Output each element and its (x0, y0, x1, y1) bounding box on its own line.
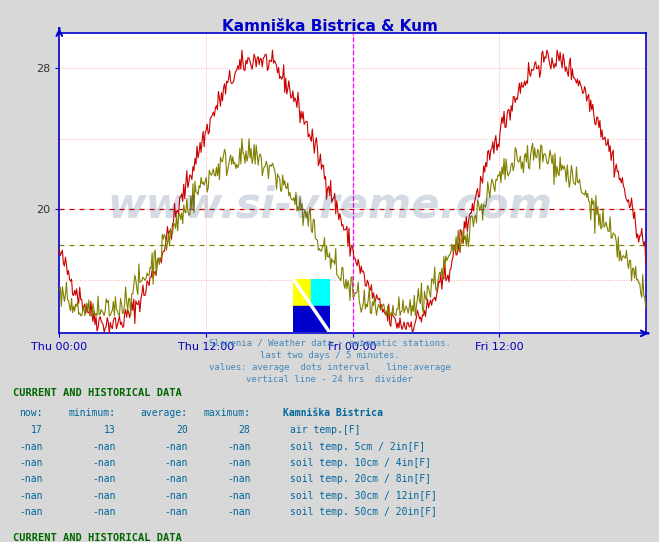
Text: soil temp. 50cm / 20in[F]: soil temp. 50cm / 20in[F] (290, 507, 437, 517)
Text: -nan: -nan (227, 442, 250, 451)
Text: 20: 20 (176, 425, 188, 435)
Text: air temp.[F]: air temp.[F] (290, 425, 360, 435)
Text: 17: 17 (31, 425, 43, 435)
Text: -nan: -nan (19, 474, 43, 484)
Text: vertical line - 24 hrs  divider: vertical line - 24 hrs divider (246, 375, 413, 384)
Text: soil temp. 20cm / 8in[F]: soil temp. 20cm / 8in[F] (290, 474, 431, 484)
Text: -nan: -nan (19, 458, 43, 468)
Bar (293, 306, 330, 332)
Text: CURRENT AND HISTORICAL DATA: CURRENT AND HISTORICAL DATA (13, 533, 182, 542)
Text: Kamniška Bistrica: Kamniška Bistrica (283, 408, 384, 418)
Text: -nan: -nan (164, 442, 188, 451)
Text: -nan: -nan (164, 458, 188, 468)
Text: average:: average: (141, 408, 188, 418)
Text: -nan: -nan (19, 507, 43, 517)
Text: now:: now: (19, 408, 43, 418)
Text: soil temp. 10cm / 4in[F]: soil temp. 10cm / 4in[F] (290, 458, 431, 468)
Text: -nan: -nan (92, 458, 115, 468)
Text: Slovenia / Weather data - automatic stations.: Slovenia / Weather data - automatic stat… (208, 339, 451, 348)
Text: values: average  dots interval   line:average: values: average dots interval line:avera… (208, 363, 451, 372)
Text: -nan: -nan (227, 474, 250, 484)
Text: -nan: -nan (92, 491, 115, 500)
Text: -nan: -nan (92, 442, 115, 451)
Text: Kamniška Bistrica & Kum: Kamniška Bistrica & Kum (221, 19, 438, 34)
Text: -nan: -nan (227, 491, 250, 500)
Text: -nan: -nan (92, 474, 115, 484)
Text: -nan: -nan (227, 458, 250, 468)
Text: -nan: -nan (19, 442, 43, 451)
Text: -nan: -nan (92, 507, 115, 517)
Bar (293, 279, 312, 306)
Text: last two days / 5 minutes.: last two days / 5 minutes. (260, 351, 399, 360)
Text: -nan: -nan (164, 507, 188, 517)
Text: -nan: -nan (227, 507, 250, 517)
Text: -nan: -nan (164, 491, 188, 500)
Text: soil temp. 5cm / 2in[F]: soil temp. 5cm / 2in[F] (290, 442, 425, 451)
Text: minimum:: minimum: (69, 408, 115, 418)
Text: CURRENT AND HISTORICAL DATA: CURRENT AND HISTORICAL DATA (13, 388, 182, 397)
Text: 13: 13 (103, 425, 115, 435)
Text: www.si-vreme.com: www.si-vreme.com (107, 185, 552, 227)
Text: -nan: -nan (164, 474, 188, 484)
Text: maximum:: maximum: (204, 408, 250, 418)
Text: -nan: -nan (19, 491, 43, 500)
Text: 28: 28 (239, 425, 250, 435)
Text: soil temp. 30cm / 12in[F]: soil temp. 30cm / 12in[F] (290, 491, 437, 500)
Bar (312, 279, 330, 306)
